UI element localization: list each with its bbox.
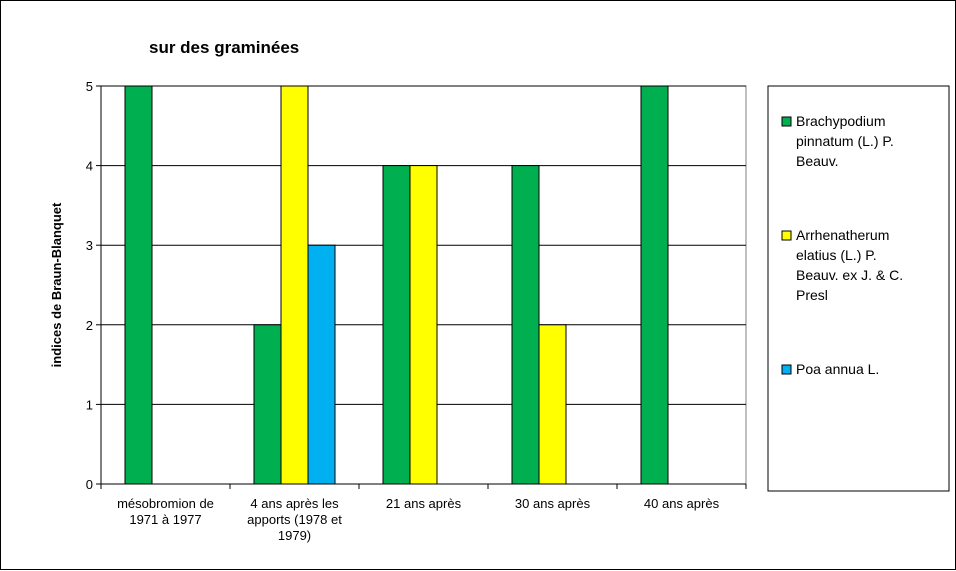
x-tick-label: 21 ans après: [386, 496, 462, 511]
legend-label: Arrhenatherum elatius (L.) P. Beauv. ex J.…: [796, 227, 903, 303]
bar: [538, 324, 567, 485]
y-tick-label: 3: [86, 238, 93, 253]
bar: [382, 165, 411, 485]
legend-entries: Brachypodium pinnatum (L.) P. Beauv. Arrhen…: [781, 113, 903, 377]
bar: [640, 85, 669, 485]
y-tick-label: 0: [86, 477, 93, 492]
legend-swatch: [781, 230, 792, 241]
y-tick-label: 2: [86, 318, 93, 333]
x-tick-label: 4 ans après les apports (1978 et 1979): [247, 496, 342, 543]
bar: [124, 85, 153, 485]
x-tick-label: mésobromion de 1971 à 1977: [117, 496, 214, 527]
legend-swatch: [781, 364, 792, 375]
legend-label: Brachypodium pinnatum (L.) P. Beauv.: [796, 113, 894, 169]
y-tick-label: 1: [86, 397, 93, 412]
bar: [511, 165, 540, 485]
legend-label: Poa annua L.: [796, 361, 879, 377]
legend-swatch: [781, 116, 792, 127]
y-tick-label: 5: [86, 79, 93, 94]
tick-labels: 0 1 2 3 4 5 mésobromion de 1971 à 1977 4 ans apr…: [86, 79, 720, 543]
x-tick-label: 40 ans après: [644, 496, 720, 511]
axes: [96, 85, 747, 489]
chart-title: sur des graminées: [149, 38, 299, 57]
bar: [409, 165, 438, 485]
y-tick-label: 4: [86, 159, 93, 174]
bars: [124, 85, 669, 485]
bar: [253, 324, 282, 485]
bar: [280, 85, 309, 485]
x-tick-label: 30 ans après: [515, 496, 591, 511]
legend: [767, 85, 950, 492]
y-axis-label: indices de Braun-Blanquet: [49, 202, 64, 367]
bar: [307, 244, 336, 485]
